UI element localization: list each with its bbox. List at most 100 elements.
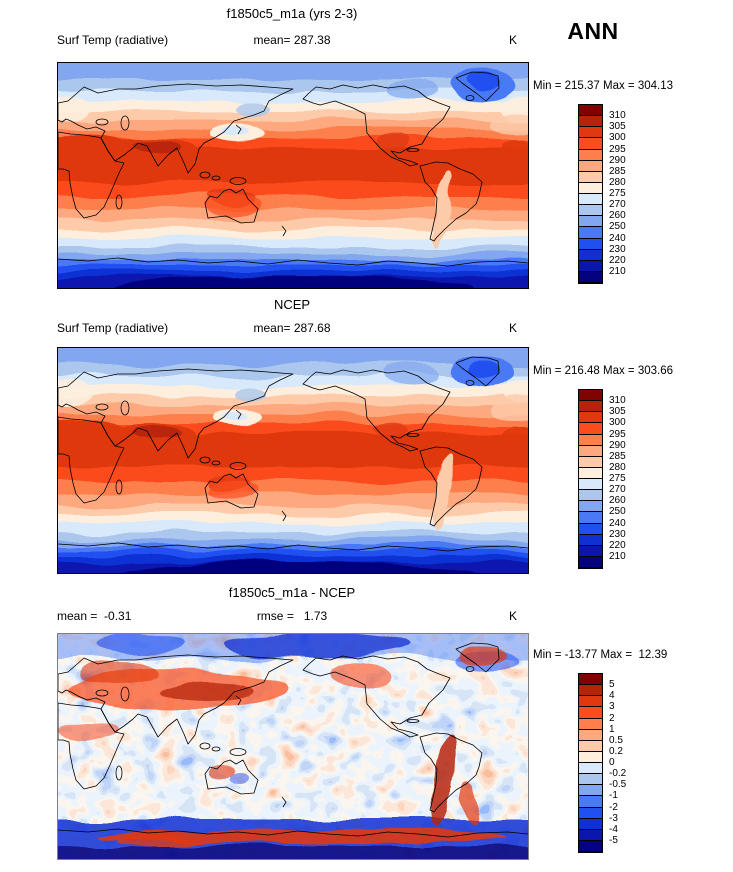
colorbar-segment	[579, 479, 602, 491]
colorbar-tick-label: 260	[609, 495, 626, 507]
colorbar-tick-label: 310	[609, 395, 626, 407]
panel-title-obs: NCEP	[273, 297, 311, 312]
colorbar-tick-label: 285	[609, 165, 626, 177]
colorbar-segment	[579, 149, 602, 161]
colorbar-segment	[579, 401, 602, 413]
colorbar-segment	[579, 807, 602, 819]
colorbar-segment	[579, 829, 602, 841]
colorbar-tick-label: 5	[609, 679, 615, 691]
colorbar-segment	[579, 751, 602, 763]
colorbar-segment	[579, 445, 602, 457]
colorbar-tick-label: 220	[609, 539, 626, 551]
colorbar-tick-label: -5	[609, 834, 618, 846]
colorbar-tick-label: 0.2	[609, 745, 623, 757]
colorbar-tick-label: -1	[609, 790, 618, 802]
map-obs	[57, 347, 529, 574]
colorbar-tick-label: -3	[609, 812, 618, 824]
map-model	[57, 62, 529, 289]
colorbar-segment	[579, 390, 602, 402]
colorbar-segment	[579, 205, 602, 217]
map-diff	[57, 633, 529, 860]
colorbar-tick-label: -2	[609, 801, 618, 813]
colorbar-tick-label: 310	[609, 110, 626, 122]
colorbar-tick-label: 275	[609, 473, 626, 484]
colorbar-segment	[579, 763, 602, 775]
colorbar-segment	[579, 216, 602, 228]
colorbar-tick-label: -0.5	[609, 779, 627, 791]
colorbar-segment	[579, 182, 602, 194]
colorbar-tick-label: 250	[609, 221, 626, 233]
colorbar-segment	[579, 160, 602, 172]
colorbar-segment	[579, 729, 602, 741]
colorbar-segment	[579, 171, 602, 183]
colorbar-tick-label: 1	[609, 723, 615, 735]
colorbar-tick-label: 285	[609, 450, 626, 462]
colorbar-segment	[579, 512, 602, 524]
colorbar-tick-label: 270	[609, 484, 626, 496]
colorbar-tick-label: 240	[609, 517, 626, 529]
mean-label-model: mean= 287.38	[253, 33, 331, 47]
colorbar-tick-label: 0.5	[609, 734, 623, 746]
units-label-diff: K	[508, 609, 517, 623]
colorbar-segment	[579, 238, 602, 250]
colorbar-tick-label: 280	[609, 176, 626, 188]
colorbar-tick-label: 270	[609, 199, 626, 211]
mean-label-diff: mean = -0.31	[57, 609, 132, 623]
colorbar-segment	[579, 774, 602, 786]
colorbar-segment	[579, 412, 602, 424]
colorbar-segment	[579, 467, 602, 479]
colorbar-segment	[579, 556, 602, 568]
colorbar-segment	[579, 227, 602, 239]
rmse-label-diff: rmse = 1.73	[256, 609, 328, 623]
colorbar-segment	[579, 260, 602, 272]
colorbar-tick-label: 210	[609, 550, 626, 562]
colorbar-tick-label: 280	[609, 461, 626, 473]
minmax-label-obs: Min = 216.48 Max = 303.66	[533, 365, 674, 377]
colorbar-segment	[579, 271, 602, 283]
colorbar-segment	[579, 685, 602, 697]
variable-label-obs: Surf Temp (radiative)	[57, 321, 169, 335]
colorbar-tick-label: 2	[609, 712, 615, 724]
colorbar-tick-label: 3	[609, 701, 615, 713]
colorbar-segment	[579, 718, 602, 730]
variable-label-model: Surf Temp (radiative)	[57, 33, 169, 47]
minmax-label-model: Min = 215.37 Max = 304.13	[533, 80, 674, 92]
colorbar-segment	[579, 456, 602, 468]
colorbar-segment	[579, 434, 602, 446]
colorbar-tick-label: 305	[609, 121, 626, 133]
units-label-obs: K	[508, 321, 517, 335]
colorbar-model: 310 305 300 295 290 285 280 275 270 260 250 240 230 2…	[578, 104, 626, 284]
colorbar-diff: 5 4 3 2 1 0.5 0.2 0 -0.2 -0.5 -1 -2 -3 -4 -5	[578, 673, 626, 853]
colorbar-segment	[579, 501, 602, 513]
colorbar-tick-label: 230	[609, 243, 626, 255]
colorbar-segment	[579, 545, 602, 557]
colorbar-segment	[579, 818, 602, 830]
colorbar-tick-label: 220	[609, 254, 626, 266]
colorbar-tick-label: -0.2	[609, 768, 627, 780]
colorbar-tick-label: 260	[609, 210, 626, 222]
colorbar-segment	[579, 840, 602, 852]
colorbar-segment	[579, 534, 602, 546]
colorbar-segment	[579, 785, 602, 797]
colorbar-segment	[579, 194, 602, 206]
colorbar-tick-label: 4	[609, 690, 615, 702]
season-label: ANN	[567, 18, 619, 44]
colorbar-segment	[579, 127, 602, 139]
colorbar-tick-label: 210	[609, 265, 626, 277]
minmax-label-diff: Min = -13.77 Max = 12.39	[533, 649, 668, 661]
colorbar-segment	[579, 116, 602, 128]
units-label-model: K	[508, 33, 517, 47]
colorbar-tick-label: 240	[609, 232, 626, 244]
colorbar-segment	[579, 523, 602, 535]
colorbar-segment	[579, 796, 602, 808]
colorbar-tick-label: 305	[609, 406, 626, 418]
colorbar-tick-label: -4	[609, 823, 618, 835]
colorbar-segment	[579, 674, 602, 686]
colorbar-segment	[579, 707, 602, 719]
colorbar-segment	[579, 138, 602, 150]
colorbar-tick-label: 275	[609, 188, 626, 199]
mean-label-obs: mean= 287.68	[253, 321, 331, 335]
colorbar-tick-label: 290	[609, 439, 626, 451]
panel-title-model: f1850c5_m1a (yrs 2-3)	[226, 6, 358, 21]
